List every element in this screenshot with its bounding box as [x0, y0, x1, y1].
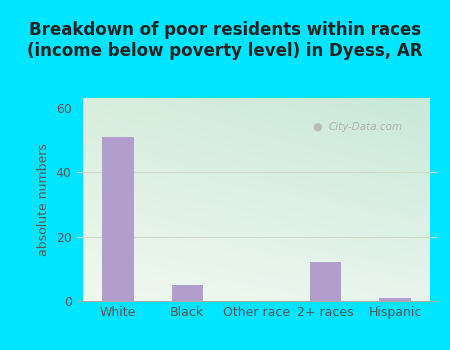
Bar [379, 298, 410, 301]
Text: City-Data.com: City-Data.com [328, 122, 403, 132]
Y-axis label: absolute numbers: absolute numbers [37, 143, 50, 256]
Bar [172, 285, 203, 301]
Text: ●: ● [312, 121, 322, 131]
Bar [310, 262, 341, 301]
Bar [103, 136, 134, 301]
Text: Breakdown of poor residents within races
(income below poverty level) in Dyess, : Breakdown of poor residents within races… [27, 21, 423, 60]
